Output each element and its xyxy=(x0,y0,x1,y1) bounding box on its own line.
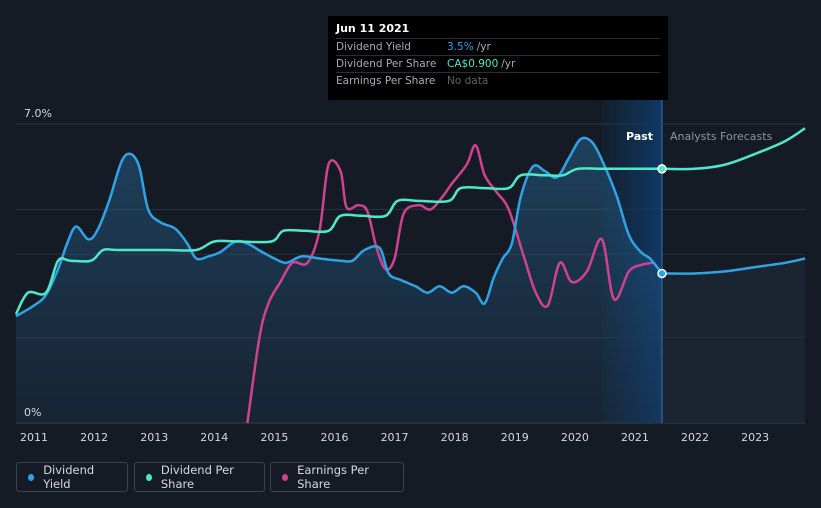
x-tick-label: 2011 xyxy=(20,431,48,444)
x-tick-label: 2016 xyxy=(320,431,348,444)
x-tick-label: 2018 xyxy=(441,431,469,444)
dividend-yield-marker[interactable] xyxy=(657,268,667,279)
x-tick-label: 2014 xyxy=(200,431,228,444)
forecast-label: Analysts Forecasts xyxy=(670,130,773,143)
legend-dividend-yield[interactable]: Dividend Yield xyxy=(16,462,128,492)
y-axis-max-label: 7.0% xyxy=(24,107,52,120)
x-tick-label: 2022 xyxy=(681,431,709,444)
tooltip-value: 3.5% xyxy=(447,41,474,53)
x-axis-ticks: 2011 2012 2013 2014 2015 2016 2017 2018 2019 2020… xyxy=(20,431,769,444)
x-tick-label: 2017 xyxy=(381,431,409,444)
dividend-yield-forecast-area xyxy=(661,258,805,423)
tooltip-unit: /yr xyxy=(501,58,516,70)
legend-label: Earnings Per Share xyxy=(297,463,369,491)
tooltip-row-dividend-per-share: Dividend Per Share CA$0.900 /yr xyxy=(336,55,660,72)
tooltip-unit: /yr xyxy=(476,41,491,53)
legend-dot-icon xyxy=(146,473,152,481)
dividend-per-share-forecast-line xyxy=(661,127,806,171)
x-tick-label: 2013 xyxy=(140,431,168,444)
tooltip-label: Dividend Yield xyxy=(336,41,411,53)
tooltip-label: Dividend Per Share xyxy=(336,58,437,70)
x-tick-label: 2015 xyxy=(260,431,288,444)
x-tick-label: 2012 xyxy=(80,431,108,444)
dividend-per-share-line xyxy=(14,167,662,315)
legend-earnings-per-share[interactable]: Earnings Per Share xyxy=(270,462,404,492)
tooltip-date: Jun 11 2021 xyxy=(336,22,410,35)
tooltip-row-earnings-per-share: Earnings Per Share No data xyxy=(336,72,660,89)
legend-label: Dividend Per Share xyxy=(160,463,234,491)
dividend-yield-area xyxy=(16,137,662,423)
hover-tooltip: Jun 11 2021 Dividend Yield 3.5% /yr Divi… xyxy=(328,16,668,100)
x-tick-label: 2021 xyxy=(621,431,649,444)
past-label: Past xyxy=(626,130,653,143)
dividend-yield-line xyxy=(15,136,663,318)
tooltip-row-dividend-yield: Dividend Yield 3.5% /yr xyxy=(336,38,660,55)
tooltip-label: Earnings Per Share xyxy=(336,75,436,87)
x-tick-label: 2019 xyxy=(501,431,529,444)
legend-label: Dividend Yield xyxy=(43,463,95,491)
dividend-per-share-marker[interactable] xyxy=(657,164,667,174)
y-axis-min-label: 0% xyxy=(24,406,41,419)
dividend-yield-forecast-line xyxy=(661,257,806,275)
x-tick-label: 2020 xyxy=(561,431,589,444)
x-tick-label: 2023 xyxy=(741,431,769,444)
earnings-per-share-line xyxy=(246,144,654,424)
tooltip-value: CA$0.900 xyxy=(447,58,499,70)
legend-dot-icon xyxy=(282,473,289,481)
legend-dividend-per-share[interactable]: Dividend Per Share xyxy=(134,462,265,492)
legend-dot-icon xyxy=(28,473,35,481)
tooltip-value: No data xyxy=(447,75,489,87)
